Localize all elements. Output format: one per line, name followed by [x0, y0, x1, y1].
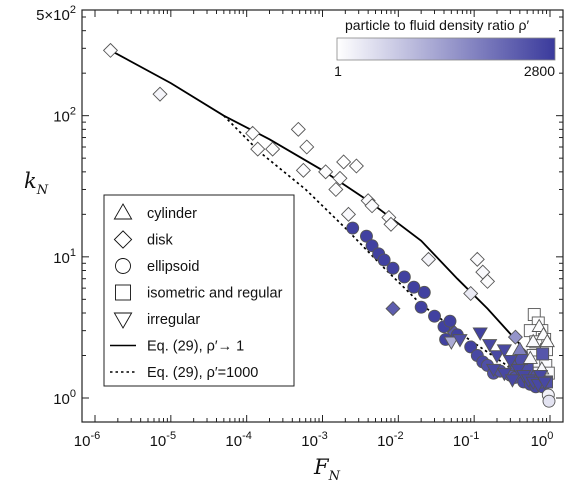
x-tick-labels: 10-6 10-5 10-4 10-3 10-2 10-1 100	[74, 430, 554, 450]
x-tick-label: 10-5	[150, 430, 176, 450]
legend-label: isometric and regular	[147, 286, 283, 302]
data-markers	[102, 42, 556, 408]
diamond-marker	[420, 251, 437, 267]
triangle-down-marker	[532, 369, 549, 384]
triangle-down-marker	[496, 367, 513, 382]
circle-marker	[414, 300, 428, 314]
legend-triangle-up-swatch	[113, 203, 133, 220]
diamond-marker	[245, 125, 261, 141]
legend-triangle-down-swatch	[113, 312, 133, 329]
triangle-down-marker	[485, 363, 502, 378]
legend-square-swatch	[115, 284, 131, 301]
triangle-up-marker	[539, 333, 555, 348]
diamond-marker	[479, 273, 496, 289]
diamond-marker	[364, 198, 380, 214]
circle-marker	[377, 253, 391, 267]
x-tick-label: 10-4	[225, 430, 251, 450]
diamond-marker	[385, 301, 401, 317]
circle-marker	[464, 340, 478, 354]
diamond-marker	[332, 170, 348, 186]
diamond-marker	[250, 141, 266, 157]
circle-marker	[428, 309, 441, 323]
y-tick-labels: 100 101 102 5×102	[36, 4, 76, 408]
diamond-marker	[318, 164, 334, 180]
square-marker	[536, 347, 550, 361]
circle-marker	[407, 280, 421, 294]
y-tick-label: 5×102	[36, 4, 76, 24]
circle-marker	[397, 270, 411, 284]
x-tick-label: 10-2	[377, 430, 403, 450]
colorbar-gradient	[336, 37, 556, 61]
legend-box	[103, 194, 295, 387]
legend-label: irregular	[147, 312, 200, 328]
triangle-down-marker	[443, 336, 460, 350]
diamond-marker	[299, 139, 315, 155]
triangle-down-marker	[504, 374, 521, 388]
y-tick-label: 102	[53, 106, 76, 126]
colorbar-min-label: 1	[334, 63, 342, 79]
colorbar-max-label: 2800	[524, 63, 555, 79]
circle-marker	[443, 314, 457, 328]
diamond-marker	[507, 329, 523, 345]
triangle-down-marker	[452, 334, 468, 348]
triangle-down-marker	[481, 339, 498, 353]
legend-label: cylinder	[147, 206, 197, 222]
circle-marker	[360, 229, 373, 243]
diamond-marker	[336, 154, 352, 170]
y-axis-title: kN	[24, 169, 49, 198]
diamond-marker	[290, 121, 306, 137]
colorbar-title: particle to fluid density ratio ρ′	[345, 17, 529, 33]
circle-marker	[346, 221, 360, 235]
diamond-marker	[328, 181, 344, 198]
diamond-marker	[152, 86, 168, 102]
x-tick-label: 10-6	[74, 430, 100, 450]
triangle-down-marker	[496, 344, 513, 358]
y-tick-label: 100	[53, 388, 76, 408]
circle-marker	[386, 261, 400, 275]
diamond-marker	[348, 158, 364, 174]
circle-marker	[542, 394, 556, 408]
axis-ticks	[82, 10, 563, 422]
legend-diamond-swatch	[113, 230, 133, 249]
triangle-up-marker	[522, 350, 538, 364]
circle-marker	[417, 285, 431, 299]
triangle-down-marker	[489, 350, 505, 364]
y-tick-label: 101	[53, 247, 76, 267]
diamond-marker	[383, 216, 399, 232]
triangle-down-marker	[536, 376, 553, 391]
diamond-marker	[340, 206, 357, 222]
legend-label: Eq. (29), ρ′→ 1	[147, 339, 244, 355]
diamond-marker	[102, 42, 119, 58]
triangle-up-marker	[525, 333, 541, 348]
triangle-up-marker	[512, 341, 528, 355]
diamond-marker	[469, 251, 485, 267]
triangle-down-marker	[502, 355, 519, 369]
diamond-marker	[295, 162, 311, 178]
legend-circle-swatch	[115, 258, 131, 274]
legend-label: Eq. (29), ρ′=1000	[147, 365, 258, 381]
legend-label: disk	[147, 233, 174, 249]
triangle-down-marker	[472, 327, 488, 341]
legend-label: ellipsoid	[147, 259, 199, 275]
diamond-marker	[265, 141, 281, 157]
x-axis-title: FN	[313, 455, 341, 484]
legend: cylinder disk ellipsoid isometric and regul…	[103, 194, 295, 387]
x-tick-label: 10-3	[301, 430, 327, 450]
colorbar: particle to fluid density ratio ρ′ 1 280…	[334, 17, 556, 79]
x-tick-label: 100	[531, 430, 554, 450]
x-tick-label: 10-1	[453, 430, 479, 450]
diamond-marker	[463, 285, 479, 302]
